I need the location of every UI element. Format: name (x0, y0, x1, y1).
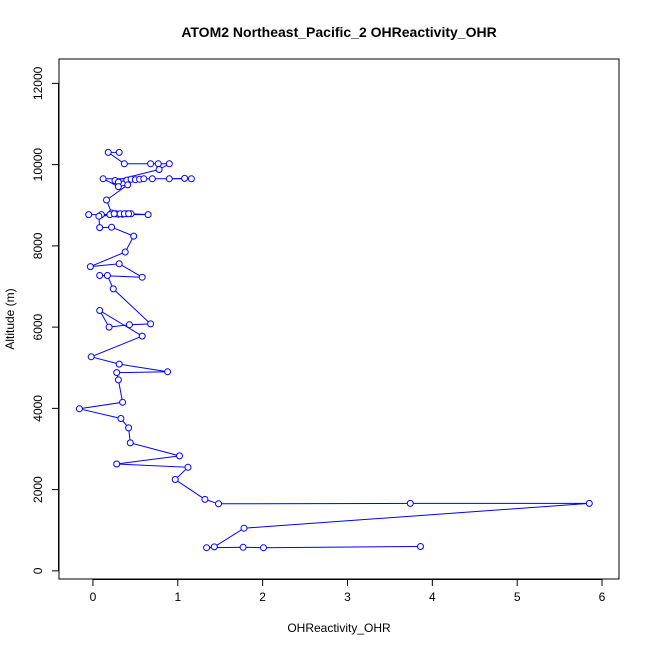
data-point (125, 210, 133, 218)
data-point (239, 543, 247, 551)
x-tick-label: 4 (429, 590, 436, 604)
data-point (154, 160, 162, 168)
data-point (138, 332, 146, 340)
y-tick-label: 12000 (31, 66, 45, 100)
data-point (125, 424, 133, 432)
data-point (164, 368, 172, 376)
data-point (99, 175, 107, 183)
data-point (120, 160, 128, 168)
data-point (144, 211, 152, 219)
data-point (215, 500, 222, 508)
data-point (240, 524, 248, 532)
x-axis-label: OHReactivity_OHR (287, 621, 391, 635)
data-point (105, 323, 113, 331)
data-point (114, 376, 122, 384)
x-tick-label: 5 (514, 590, 521, 604)
y-axis-label: Altitude (m) (3, 288, 17, 349)
data-point (115, 148, 123, 156)
series-layer (75, 148, 593, 552)
data-point (125, 321, 133, 329)
data-point (210, 543, 218, 551)
x-tick-label: 2 (259, 590, 266, 604)
chart-title: ATOM2 Northeast_Pacific_2 OHReactivity_O… (181, 24, 496, 40)
data-point (110, 210, 118, 218)
data-point (187, 175, 195, 183)
data-point (201, 495, 209, 503)
y-tick-label: 10000 (31, 148, 45, 182)
data-point (126, 439, 134, 447)
data-point (109, 285, 117, 293)
data-point (203, 544, 211, 552)
data-point (117, 415, 125, 422)
data-point (585, 499, 593, 507)
data-point (147, 320, 155, 328)
data-point (121, 248, 129, 256)
data-point (124, 181, 132, 189)
data-point (103, 196, 110, 204)
data-point (138, 273, 146, 281)
y-tick-label: 6000 (31, 313, 45, 340)
data-point (165, 160, 173, 168)
data-point (85, 211, 93, 219)
y-tick-label: 8000 (31, 232, 45, 259)
data-point (119, 398, 127, 406)
y-tick-label: 0 (31, 567, 45, 574)
data-point (104, 148, 112, 156)
data-point (96, 272, 104, 279)
x-tick-label: 1 (174, 590, 181, 604)
y-tick-label: 4000 (31, 395, 45, 422)
data-point (96, 307, 104, 314)
data-point (417, 543, 424, 550)
x-tick-label: 6 (599, 590, 606, 604)
data-point (115, 360, 123, 368)
data-point (184, 463, 192, 471)
x-tick-label: 3 (344, 590, 351, 604)
data-point (113, 460, 121, 468)
data-point (75, 405, 83, 413)
data-point (113, 369, 121, 377)
data-point (140, 175, 148, 183)
data-point (108, 223, 116, 231)
series-group (75, 148, 593, 552)
y-axis: 0 2000 4000 6000 8000 10000 12000 (31, 66, 59, 574)
data-point (114, 183, 122, 191)
data-point (96, 224, 104, 232)
data-point (115, 260, 123, 268)
data-point (165, 175, 173, 183)
y-tick-label: 2000 (31, 476, 45, 503)
x-tick-label: 0 (90, 590, 97, 604)
data-point (86, 263, 94, 271)
data-point (155, 166, 163, 173)
data-point (260, 544, 267, 552)
data-point (147, 160, 155, 168)
x-axis: 0 1 2 3 4 5 6 (90, 579, 606, 604)
data-point (103, 272, 111, 279)
data-point (95, 212, 103, 220)
data-point (176, 452, 183, 460)
data-point (148, 175, 156, 183)
data-point (181, 174, 189, 182)
data-point (130, 232, 138, 240)
data-point (406, 499, 414, 507)
data-point (87, 353, 95, 361)
data-point (171, 476, 179, 483)
